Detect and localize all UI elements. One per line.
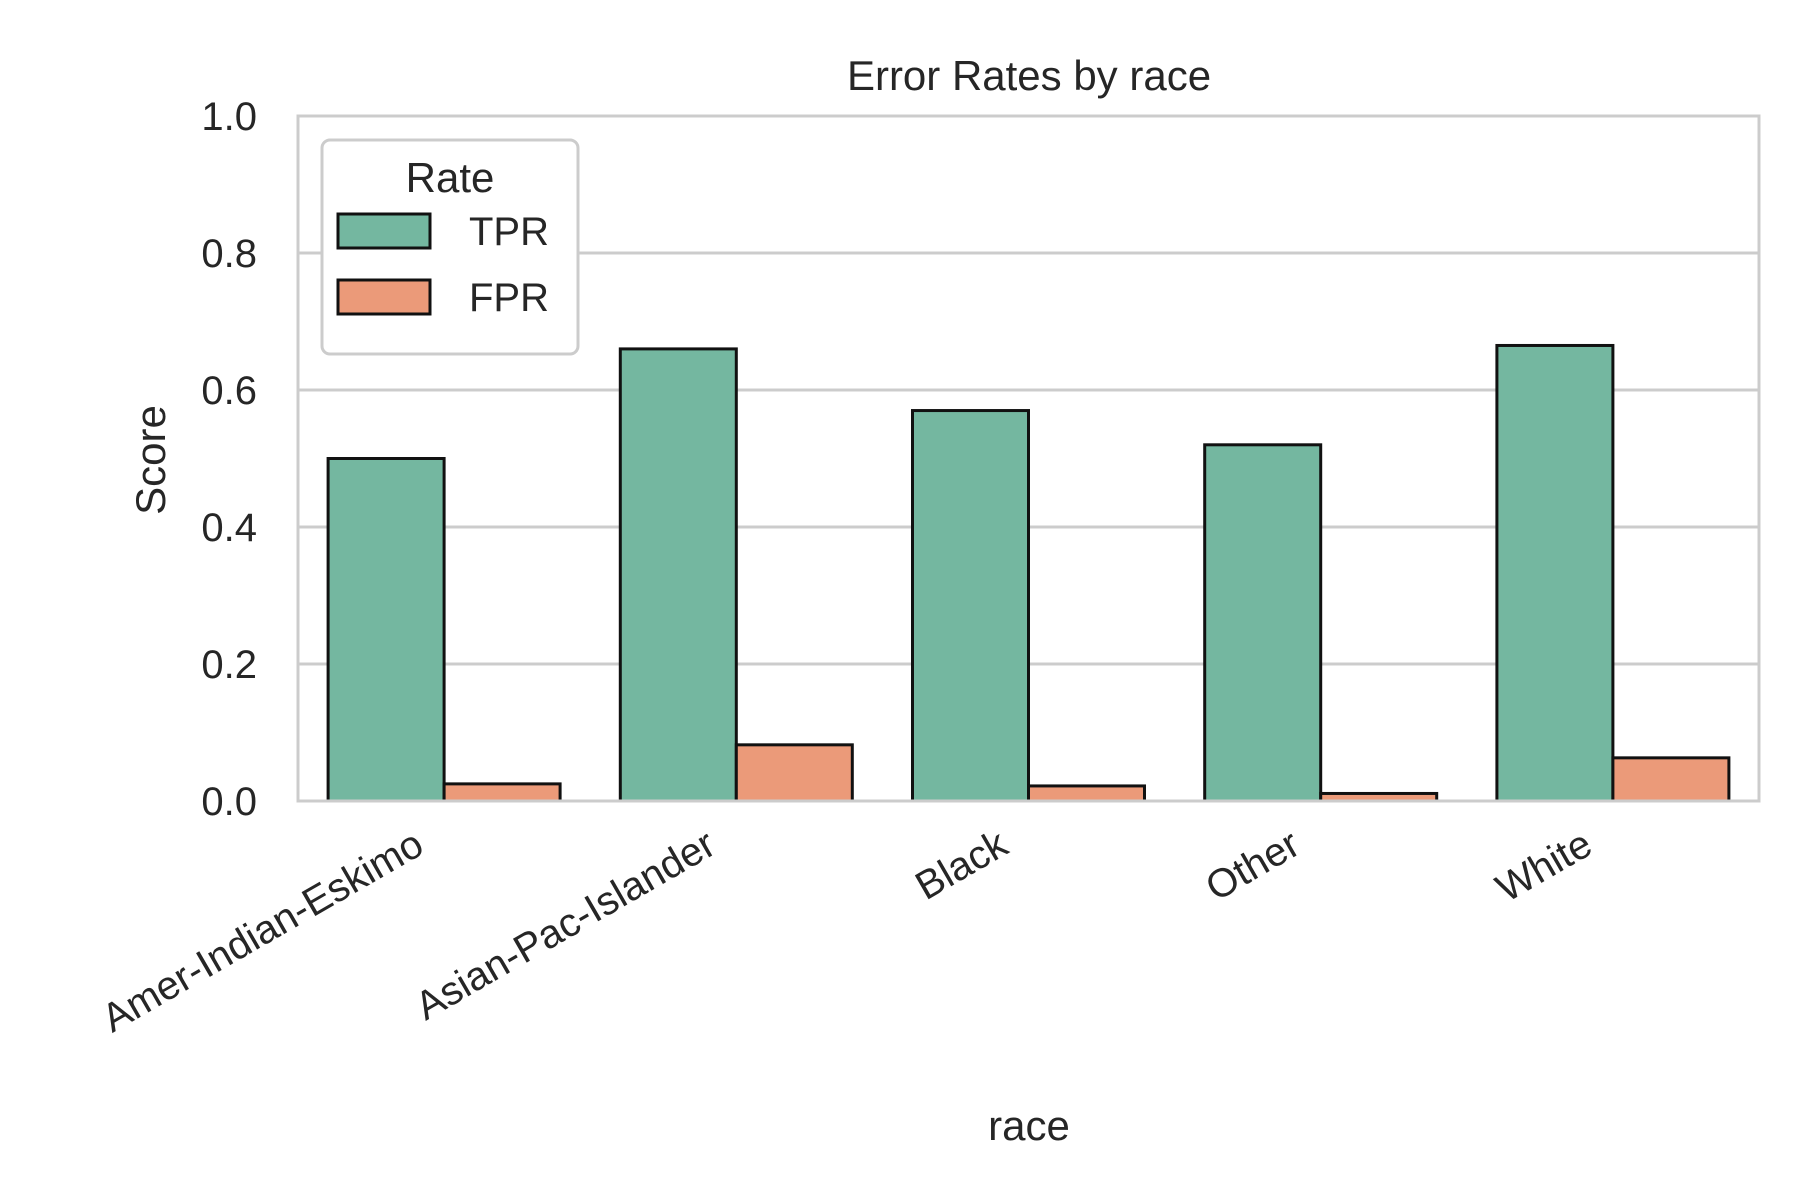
chart-title: Error Rates by race: [847, 52, 1211, 99]
y-tick-label: 0.4: [201, 506, 257, 550]
legend: Rate TPR FPR: [320, 138, 580, 356]
y-tick-label: 0.0: [201, 780, 257, 824]
y-tick-label: 0.8: [201, 232, 257, 276]
legend-label-tpr: TPR: [469, 210, 549, 254]
plot-frame: [296, 114, 1761, 803]
bar-tpr-asian-pac-islander: [618, 347, 738, 803]
y-tick-label: 0.6: [201, 369, 257, 413]
legend-swatch-tpr: [336, 212, 432, 250]
y-axis-label: Score: [127, 405, 174, 515]
bar-fpr-amer-indian-eskimo: [442, 782, 562, 803]
y-tick-label: 0.2: [201, 643, 257, 687]
bar-tpr-other: [1203, 443, 1323, 803]
bar-fpr-asian-pac-islander: [734, 743, 854, 803]
bar-fpr-black: [1027, 784, 1146, 803]
bar-fpr-white: [1611, 756, 1731, 803]
y-axis-ticks: 0.0 0.2 0.4 0.6 0.8 1.0: [201, 95, 257, 824]
x-axis-label: race: [988, 1102, 1070, 1149]
bar-tpr-white: [1495, 343, 1615, 803]
legend-label-fpr: FPR: [469, 276, 549, 320]
bar-tpr-black: [911, 409, 1030, 803]
legend-swatch-fpr: [336, 278, 432, 316]
legend-items: TPR FPR: [336, 210, 549, 320]
legend-title: Rate: [406, 154, 495, 201]
bar-tpr-amer-indian-eskimo: [326, 457, 446, 803]
y-tick-label: 1.0: [201, 95, 257, 139]
